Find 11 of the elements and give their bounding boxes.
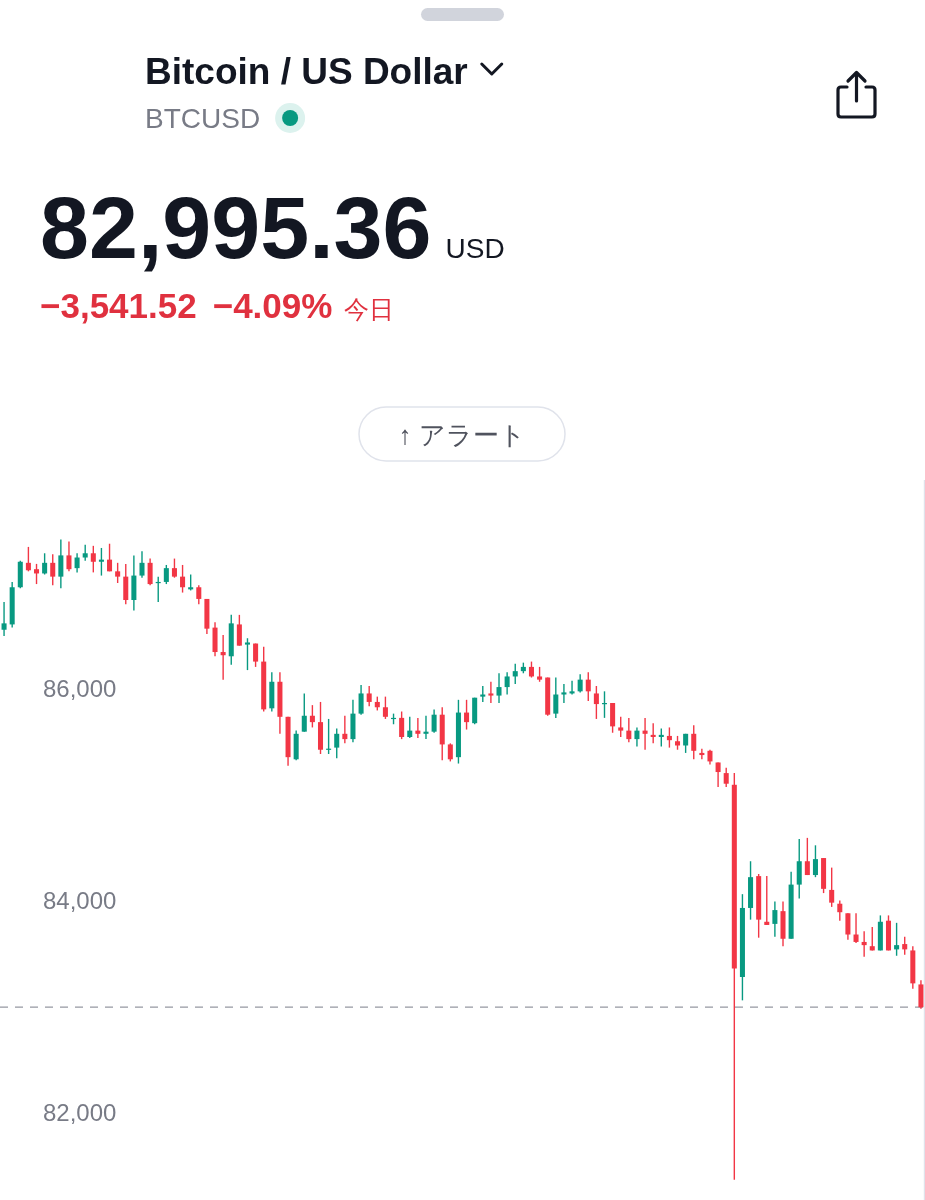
text: 82,995.36 [40, 178, 432, 277]
text: USD [445, 233, 505, 264]
text: 今日 [344, 295, 395, 323]
chart-subtitle: BTCUSD [145, 103, 261, 134]
text: ↑ アラート [398, 420, 526, 450]
y-tick-label: 82,000 [43, 1099, 117, 1127]
y-tick-label: 84,000 [43, 887, 117, 915]
chart-title: Bitcoin / US Dollar [145, 51, 468, 92]
text: −3,541.52 [40, 286, 197, 325]
y-tick-label: 86,000 [43, 674, 117, 702]
text: −4.09% [212, 286, 333, 325]
